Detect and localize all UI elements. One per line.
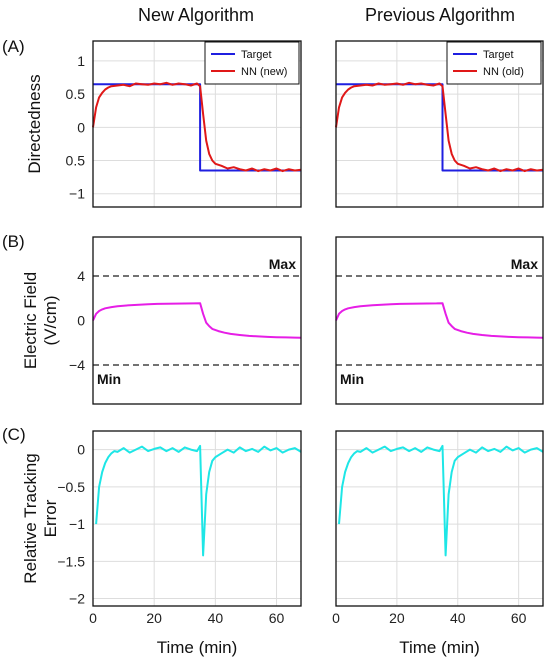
- y-tick-label: −1.5: [57, 553, 85, 569]
- x-tick-label: 40: [450, 610, 466, 626]
- y-tick-label: −4: [69, 357, 85, 373]
- x-tick-label: 40: [208, 610, 224, 626]
- y-axis-label-line-2: (V/cm): [41, 295, 60, 345]
- x-axis-label: Time (min): [157, 638, 238, 657]
- y-tick-label: 0: [77, 313, 85, 329]
- panel-label-c: (C): [2, 425, 26, 444]
- plot-frame: [92, 236, 302, 405]
- series-line-1: [92, 302, 302, 339]
- series-line-1: [95, 444, 302, 557]
- y-axis-label: Directedness: [25, 74, 44, 173]
- plot-frame: [335, 40, 544, 208]
- plot-frame: [335, 430, 544, 607]
- y-tick-label: −1: [69, 186, 85, 202]
- x-tick-label: 0: [332, 610, 340, 626]
- y-axis-label: Relative Tracking: [21, 453, 40, 583]
- y-tick-label: 1: [77, 53, 85, 69]
- column-title-previous: Previous Algorithm: [365, 5, 515, 25]
- y-axis-label-line-2: Error: [41, 499, 60, 537]
- legend-entry: NN (old): [483, 66, 524, 78]
- legend-entry: Target: [483, 49, 514, 61]
- y-tick-label: 0.5: [66, 86, 86, 102]
- x-tick-label: 20: [389, 610, 405, 626]
- panel-label-b: (B): [2, 232, 25, 251]
- column-title-new: New Algorithm: [138, 5, 254, 25]
- y-tick-label: −0.5: [57, 479, 85, 495]
- legend: Target NN (new): [204, 41, 300, 85]
- plot-frame: [92, 40, 302, 208]
- chart-3: Max Min −4 0 4 Electric Field (V/cm): [21, 236, 302, 405]
- chart-1: −1 0.5 0 0.5 1 Directedness Target NN (new): [25, 40, 302, 208]
- legend-box: [204, 41, 300, 85]
- y-tick-label: −1: [69, 516, 85, 532]
- series-line-1: [338, 444, 544, 557]
- x-tick-label: 60: [511, 610, 527, 626]
- series-nn-new: [92, 81, 302, 173]
- chart-5: −2 −1.5 −1 −0.5 0 0 20 40 60 Time (min) Relative T…: [21, 430, 302, 657]
- reference-label-max: Max: [511, 256, 538, 272]
- legend-entry: Target: [241, 49, 272, 61]
- y-tick-label: 0.5: [66, 153, 86, 169]
- plot-frame: [92, 430, 302, 607]
- panel-label-a: (A): [2, 37, 25, 56]
- x-tick-label: 0: [89, 610, 97, 626]
- chart-4: Max Min: [335, 236, 544, 405]
- y-tick-label: 0: [77, 442, 85, 458]
- series-line-1: [335, 302, 544, 339]
- chart-2: Target NN (old): [335, 40, 544, 208]
- y-axis-label: Electric Field: [21, 272, 40, 369]
- reference-label-max: Max: [269, 256, 296, 272]
- reference-label-min: Min: [340, 371, 364, 387]
- plot-frame: [335, 236, 544, 405]
- y-tick-label: 4: [77, 268, 85, 284]
- legend-entry: NN (new): [241, 66, 287, 78]
- x-tick-label: 60: [269, 610, 285, 626]
- y-tick-label: −2: [69, 591, 85, 607]
- chart-6: 0 20 40 60 Time (min): [332, 430, 544, 657]
- legend-box: [446, 41, 542, 85]
- y-tick-label: 0: [77, 119, 85, 135]
- x-tick-label: 20: [146, 610, 162, 626]
- x-axis-label: Time (min): [399, 638, 480, 657]
- series-nn-old: [335, 81, 544, 173]
- legend: Target NN (old): [446, 41, 542, 85]
- reference-label-min: Min: [97, 371, 121, 387]
